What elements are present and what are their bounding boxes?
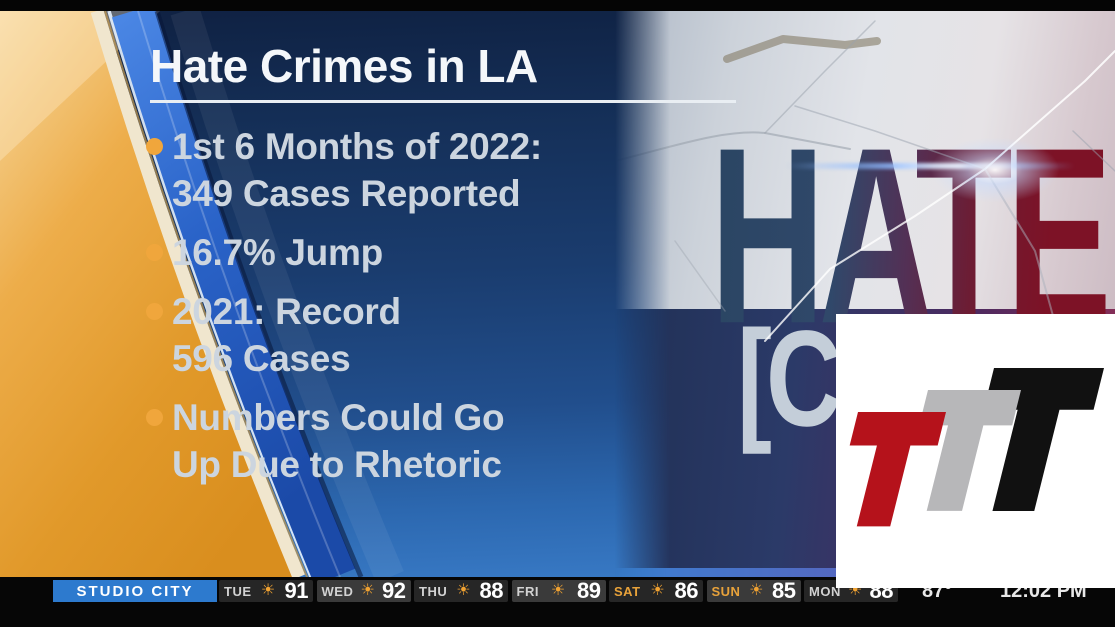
day-label: THU xyxy=(419,583,448,599)
sun-icon: ☀ xyxy=(456,582,471,599)
bullet-dot-icon xyxy=(146,138,163,155)
day-label: WED xyxy=(321,583,354,599)
sun-icon: ☀ xyxy=(650,582,665,599)
forecast-chip: SAT ☀ 86 xyxy=(609,578,703,603)
sun-icon: ☀ xyxy=(260,582,276,599)
temperature: 86 xyxy=(674,578,699,603)
temperature: 85 xyxy=(772,578,796,603)
crack-lines xyxy=(615,20,1115,512)
sun-icon: ☀ xyxy=(749,582,764,599)
sun-icon: ☀ xyxy=(360,582,375,599)
left-curved-bands xyxy=(0,11,404,577)
bullet-list: 1st 6 Months of 2022: 349 Cases Reported… xyxy=(146,123,542,500)
bullet-dot-icon xyxy=(146,244,163,261)
logo-letter-t-gray xyxy=(919,390,1022,511)
top-letterbox-bar xyxy=(0,0,1115,11)
headline: Hate Crimes in LA xyxy=(150,40,538,92)
day-label: FRI xyxy=(516,583,539,599)
bullet-text: 1st 6 Months of 2022: 349 Cases Reported xyxy=(172,126,542,214)
lens-flare xyxy=(930,137,1060,203)
bullet-item: Numbers Could Go Up Due to Rhetoric xyxy=(146,394,542,488)
background-word-crime-partial: [C xyxy=(737,303,842,456)
temperature: 92 xyxy=(382,578,406,603)
bullet-text: Numbers Could Go Up Due to Rhetoric xyxy=(172,397,505,485)
day-label: SAT xyxy=(614,583,641,599)
bullet-dot-icon xyxy=(146,303,163,320)
logo-letter-t-black xyxy=(983,368,1105,512)
bullet-text: 2021: Record 596 Cases xyxy=(172,291,401,379)
bullet-text: 16.7% Jump xyxy=(172,232,383,273)
logo-letter-t-red xyxy=(849,412,946,527)
bullet-dot-icon xyxy=(146,409,163,426)
day-label: MON xyxy=(809,583,841,599)
bullet-item: 2021: Record 596 Cases xyxy=(146,288,542,382)
sun-icon: ☀ xyxy=(550,582,566,599)
temperature: 88 xyxy=(479,578,504,603)
forecast-chip: SUN ☀ 85 xyxy=(706,578,801,603)
headline-underline xyxy=(150,100,736,103)
forecast-chip: TUE ☀ 91 xyxy=(219,578,313,603)
temperature: 89 xyxy=(577,578,601,603)
forecast-chip: WED ☀ 92 xyxy=(316,578,411,603)
ttt-logo xyxy=(849,368,1105,527)
forecast-chips: TUE ☀ 91 WED ☀ 92 THU ☀ 88 FRI ☀ 89 SAT xyxy=(219,578,902,603)
bullet-item: 1st 6 Months of 2022: 349 Cases Reported xyxy=(146,123,542,217)
bullet-item: 16.7% Jump xyxy=(146,229,542,276)
station-logo-box xyxy=(836,314,1115,588)
location-badge: STUDIO CITY xyxy=(53,580,217,602)
temperature: 91 xyxy=(284,578,309,603)
day-label: SUN xyxy=(711,583,741,599)
forecast-chip: THU ☀ 88 xyxy=(414,578,508,603)
forecast-chip: FRI ☀ 89 xyxy=(511,578,606,603)
day-label: TUE xyxy=(224,583,252,599)
